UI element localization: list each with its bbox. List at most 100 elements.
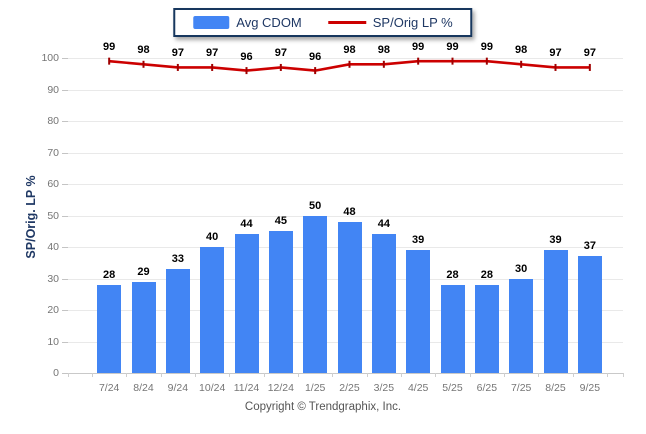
bar-9/25 [577,256,602,373]
legend-item-sp-orig-lp: SP/Orig LP % [327,15,453,30]
legend-line-swatch [327,21,366,24]
bar-6/25 [474,284,499,373]
y-tick-mark [62,373,68,374]
bar-3/25 [371,234,396,373]
x-tick-mark [435,373,437,377]
bar-value-label: 44 [240,218,253,231]
x-tick-mark [332,373,334,377]
y-tick-mark [62,121,68,122]
bar-12/24 [268,231,293,373]
y-tick-mark [62,247,68,248]
copyright-text: Copyright © Trendgraphix, Inc. [244,401,402,413]
x-tick-mark [572,373,574,377]
x-tick-mark [504,373,505,377]
x-tick-mark [229,373,231,377]
legend-item-avg-cdom: Avg CDOM [193,15,302,30]
bar-1/25 [303,215,328,373]
legend: Avg CDOM SP/Orig LP % [173,8,473,37]
y-axis-title: SP/Orig. LP % [24,175,38,259]
bar-value-label: 45 [274,215,287,228]
x-tick-label-4/25: 4/25 [407,382,429,394]
bar-value-label: 33 [171,253,184,266]
x-tick-label-7/24: 7/24 [98,382,120,394]
y-tick-mark [62,184,68,185]
bar-value-label: 30 [515,262,528,275]
x-tick-label-8/24: 8/24 [133,382,154,394]
line-value-label: 96 [309,50,322,63]
x-tick-mark [469,373,471,377]
x-tick-label-1/25: 1/25 [304,382,326,394]
x-tick-mark [401,373,402,377]
bar-value-label: 48 [343,205,356,218]
x-axis-line [68,373,623,374]
x-tick-mark [92,373,93,377]
y-tick-label: 40 [47,241,59,253]
x-tick-mark [538,373,540,377]
line-value-label: 96 [240,50,253,63]
y-tick-mark [62,341,68,343]
bar-8/25 [543,250,568,373]
bar-value-label: 28 [446,268,459,281]
x-tick-label-3/25: 3/25 [373,382,395,394]
line-value-label: 99 [103,41,116,54]
y-tick-label: 10 [47,335,59,348]
line-value-label: 97 [274,47,287,60]
line-value-label: 97 [549,47,562,60]
bar-5/25 [440,284,465,373]
bar-7/25 [509,278,534,373]
x-tick-label-12/24: 12/24 [267,382,294,394]
line-value-label: 99 [412,41,425,54]
x-tick-label-7/25: 7/25 [510,382,532,394]
bar-8/24 [131,281,156,373]
line-value-label: 98 [343,44,356,57]
x-tick-mark [607,373,608,377]
y-tick-mark [62,215,68,217]
legend-bar-swatch [193,16,230,29]
x-tick-mark [68,373,69,377]
x-tick-mark [126,373,128,377]
bar-value-label: 39 [549,234,562,247]
y-tick-mark [62,58,68,59]
y-tick-label: 60 [47,178,59,190]
gridline [68,58,623,59]
x-tick-label-5/25: 5/25 [442,382,463,394]
y-tick-label: 0 [53,367,59,379]
bar-2/25 [337,221,362,373]
bar-value-label: 44 [377,218,390,231]
y-tick-mark [62,152,68,154]
gridline [68,121,623,122]
x-tick-mark [195,373,196,377]
y-tick-label: 50 [47,209,59,222]
sp-orig-lp-line [108,57,591,75]
legend-label-sp-orig-lp: SP/Orig LP % [372,15,453,30]
gridline [68,215,623,217]
bar-7/24 [97,284,122,373]
x-tick-label-9/24: 9/24 [167,382,189,394]
x-tick-label-2/25: 2/25 [339,382,360,394]
y-tick-mark [62,310,68,311]
y-tick-label: 70 [47,146,59,159]
gridline [68,184,623,185]
x-tick-mark [160,373,162,377]
bar-10/24 [200,247,225,373]
bar-value-label: 37 [583,240,596,253]
x-tick-mark [263,373,265,377]
x-tick-mark [298,373,299,377]
x-tick-label-11/24: 11/24 [233,382,260,394]
bar-4/25 [406,250,431,373]
y-tick-mark [62,89,68,91]
y-tick-label: 30 [47,272,59,285]
bar-value-label: 50 [309,199,322,212]
bar-11/24 [234,234,259,373]
x-tick-label-9/25: 9/25 [579,382,601,394]
bar-value-label: 39 [412,234,425,247]
line-value-label: 97 [171,47,184,60]
legend-label-avg-cdom: Avg CDOM [236,15,302,30]
y-tick-label: 100 [41,52,59,64]
line-value-label: 97 [206,47,219,60]
line-value-label: 98 [377,44,390,57]
y-tick-label: 90 [47,83,59,96]
line-value-label: 97 [583,47,596,60]
y-tick-label: 20 [47,304,59,316]
